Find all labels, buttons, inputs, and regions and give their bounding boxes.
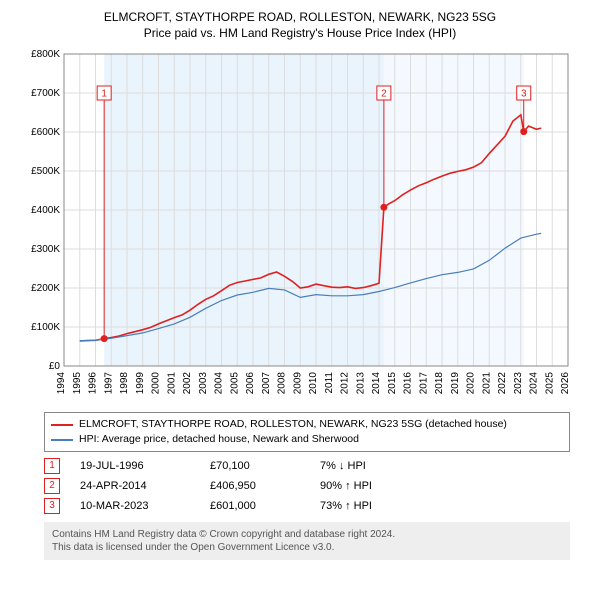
sale-hpi-delta: 7% ↓ HPI xyxy=(320,456,420,476)
sale-marker-number: 1 xyxy=(44,458,60,474)
svg-text:2003: 2003 xyxy=(198,372,209,395)
svg-text:2024: 2024 xyxy=(529,372,540,395)
chart-area: £0 £100K £200K £300K £400K £500K £600K £700K £80… xyxy=(20,46,580,406)
svg-text:£800K: £800K xyxy=(31,49,60,60)
legend-swatch xyxy=(51,424,73,426)
sale-row: 3 10-MAR-2023 £601,000 73% ↑ HPI xyxy=(44,496,570,516)
sale-price: £601,000 xyxy=(210,496,300,516)
svg-text:2007: 2007 xyxy=(261,372,272,395)
svg-text:1999: 1999 xyxy=(135,372,146,395)
svg-text:2021: 2021 xyxy=(481,372,492,395)
svg-text:2005: 2005 xyxy=(229,372,240,395)
svg-text:1995: 1995 xyxy=(72,372,83,395)
title-subtitle: Price paid vs. HM Land Registry's House … xyxy=(10,26,590,40)
svg-text:2002: 2002 xyxy=(182,372,193,395)
sale-row: 2 24-APR-2014 £406,950 90% ↑ HPI xyxy=(44,476,570,496)
legend-swatch xyxy=(51,439,73,441)
svg-text:1998: 1998 xyxy=(119,372,130,395)
legend-item: ELMCROFT, STAYTHORPE ROAD, ROLLESTON, NE… xyxy=(51,417,563,432)
svg-text:£500K: £500K xyxy=(31,166,60,177)
svg-text:1994: 1994 xyxy=(56,372,67,395)
svg-text:2017: 2017 xyxy=(418,372,429,395)
svg-text:2025: 2025 xyxy=(544,372,555,395)
footer-line1: Contains HM Land Registry data © Crown c… xyxy=(52,528,562,541)
svg-text:2016: 2016 xyxy=(403,372,414,395)
svg-text:2020: 2020 xyxy=(466,372,477,395)
svg-text:£200K: £200K xyxy=(31,283,60,294)
svg-text:2018: 2018 xyxy=(434,372,445,395)
svg-text:1997: 1997 xyxy=(103,372,114,395)
sale-marker-number: 2 xyxy=(44,478,60,494)
sale-date: 24-APR-2014 xyxy=(80,476,190,496)
title-address: ELMCROFT, STAYTHORPE ROAD, ROLLESTON, NE… xyxy=(10,10,590,24)
sale-hpi-delta: 90% ↑ HPI xyxy=(320,476,420,496)
sale-price: £70,100 xyxy=(210,456,300,476)
chart-container: ELMCROFT, STAYTHORPE ROAD, ROLLESTON, NE… xyxy=(0,0,600,560)
svg-text:£600K: £600K xyxy=(31,127,60,138)
svg-text:2013: 2013 xyxy=(355,372,366,395)
svg-text:2012: 2012 xyxy=(340,372,351,395)
svg-text:£300K: £300K xyxy=(31,244,60,255)
svg-text:2011: 2011 xyxy=(324,372,335,394)
sale-row: 1 19-JUL-1996 £70,100 7% ↓ HPI xyxy=(44,456,570,476)
svg-text:2009: 2009 xyxy=(292,372,303,395)
svg-text:2010: 2010 xyxy=(308,372,319,395)
svg-text:2: 2 xyxy=(381,89,387,100)
legend: ELMCROFT, STAYTHORPE ROAD, ROLLESTON, NE… xyxy=(44,412,570,452)
svg-text:2015: 2015 xyxy=(387,372,398,395)
svg-text:2014: 2014 xyxy=(371,372,382,395)
svg-text:2019: 2019 xyxy=(450,372,461,395)
sale-date: 10-MAR-2023 xyxy=(80,496,190,516)
legend-item: HPI: Average price, detached house, Newa… xyxy=(51,432,563,447)
svg-text:2026: 2026 xyxy=(560,372,571,395)
svg-text:£400K: £400K xyxy=(31,205,60,216)
title-block: ELMCROFT, STAYTHORPE ROAD, ROLLESTON, NE… xyxy=(0,0,600,46)
sales-table: 1 19-JUL-1996 £70,100 7% ↓ HPI 2 24-APR-2014 £… xyxy=(44,456,570,516)
svg-text:3: 3 xyxy=(521,89,527,100)
svg-text:2000: 2000 xyxy=(151,372,162,395)
svg-text:£100K: £100K xyxy=(31,322,60,333)
price-chart: £0 £100K £200K £300K £400K £500K £600K £700K £80… xyxy=(20,46,580,406)
svg-text:2008: 2008 xyxy=(277,372,288,395)
sale-marker-number: 3 xyxy=(44,498,60,514)
svg-text:2004: 2004 xyxy=(214,372,225,395)
footer-line2: This data is licensed under the Open Gov… xyxy=(52,541,562,554)
svg-text:£0: £0 xyxy=(49,361,61,372)
svg-text:2023: 2023 xyxy=(513,372,524,395)
footer-attribution: Contains HM Land Registry data © Crown c… xyxy=(44,522,570,560)
svg-text:2022: 2022 xyxy=(497,372,508,395)
legend-label: HPI: Average price, detached house, Newa… xyxy=(79,432,359,447)
legend-label: ELMCROFT, STAYTHORPE ROAD, ROLLESTON, NE… xyxy=(79,417,507,432)
svg-text:£700K: £700K xyxy=(31,88,60,99)
svg-text:2001: 2001 xyxy=(166,372,177,395)
sale-price: £406,950 xyxy=(210,476,300,496)
sale-hpi-delta: 73% ↑ HPI xyxy=(320,496,420,516)
sale-date: 19-JUL-1996 xyxy=(80,456,190,476)
svg-text:2006: 2006 xyxy=(245,372,256,395)
svg-text:1: 1 xyxy=(101,89,107,100)
svg-text:1996: 1996 xyxy=(88,372,99,395)
